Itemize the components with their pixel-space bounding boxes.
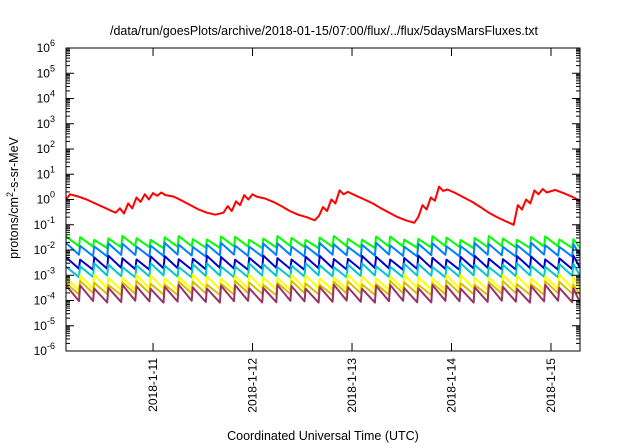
y-tick-label: 10-4	[34, 291, 55, 308]
series-line	[65, 262, 581, 279]
chart-title: /data/run/goesPlots/archive/2018-01-15/0…	[110, 24, 539, 38]
y-tick-label: 10-3	[34, 265, 55, 282]
y-tick-label: 10-1	[34, 215, 55, 232]
y-axis-label: protons/cm2-s-sr-MeV	[5, 136, 21, 258]
y-tick-label: 102	[37, 139, 55, 156]
series-layer	[65, 185, 581, 304]
y-tick-label: 101	[37, 164, 55, 181]
series-line	[65, 283, 581, 304]
y-tick-label: 100	[37, 190, 55, 207]
x-tick-label: 2018-1-14	[445, 358, 459, 413]
y-tick-label: 10-2	[34, 240, 55, 257]
x-tick-label: 2018-1-11	[146, 358, 160, 412]
y-tick-label: 10-6	[34, 341, 55, 358]
series-line	[65, 254, 581, 271]
y-axis: 10-6 10-5 10-4 10-3 10-2 10-1 100 101 102 103 104 1…	[34, 38, 580, 358]
x-tick-label: 2018-1-13	[345, 358, 359, 413]
y-tick-label: 10-5	[34, 316, 55, 333]
x-tick-label: 2018-1-12	[246, 358, 260, 413]
y-tick-label: 105	[37, 63, 55, 80]
x-axis-label: Coordinated Universal Time (UTC)	[227, 429, 419, 443]
y-tick-label: 104	[37, 89, 55, 106]
x-axis: 2018-1-11 2018-1-12 2018-1-13 2018-1-14 2018…	[146, 48, 558, 413]
x-tick-label: 2018-1-15	[544, 358, 558, 413]
series-line	[65, 273, 581, 292]
series-line	[65, 234, 581, 250]
plot-frame	[65, 47, 581, 352]
series-line	[65, 185, 581, 226]
y-tick-label: 103	[37, 114, 55, 131]
y-tick-label: 106	[37, 38, 55, 55]
series-line	[65, 241, 581, 258]
series-line	[65, 279, 581, 297]
